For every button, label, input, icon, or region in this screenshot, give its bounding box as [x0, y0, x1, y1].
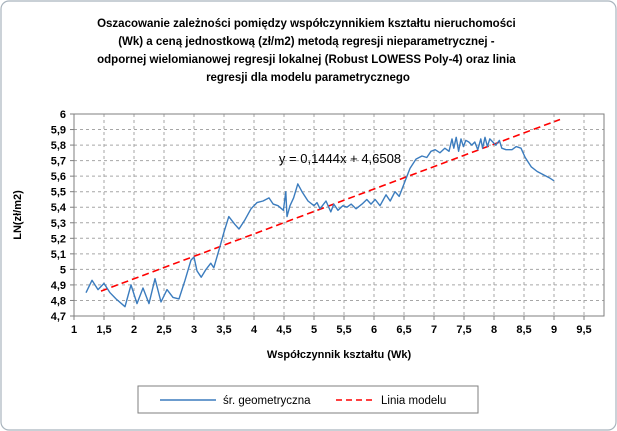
y-tick-label: 6	[60, 109, 66, 121]
x-tick-label: 8	[491, 324, 497, 336]
x-tick-label: 4,5	[276, 324, 291, 336]
legend: śr. geometryczna Linia modelu	[137, 385, 479, 414]
y-tick-labels: 4,7 4,8 4,9 5 5,1 5,2 5,3 5,4 5,5 5,6 5,7 5,8 5,9 6	[51, 109, 67, 323]
y-tick-label: 5,5	[51, 187, 66, 199]
chart-title-line: regresji dla modelu parametrycznego	[206, 72, 410, 84]
y-tick-label: 5,2	[51, 233, 66, 245]
chart-title-line: (Wk) a ceną jednostkową (zł/m2) metodą r…	[118, 36, 495, 48]
y-tick-label: 4,9	[51, 280, 66, 292]
x-axis-title: Współczynnik kształtu (Wk)	[267, 349, 412, 361]
axis-ticks	[70, 113, 585, 320]
x-tick-labels: 1 1,5 2 2,5 3 3,5 4 4,5 5 5,5 6 6,5 7 7,5 8 8,5 9 9,5	[71, 324, 592, 336]
y-axis-title: LN(zł/m2)	[12, 190, 24, 240]
x-tick-label: 3,5	[216, 324, 231, 336]
y-tick-label: 5,3	[51, 218, 66, 230]
x-tick-label: 7	[431, 324, 437, 336]
x-tick-label: 4	[251, 324, 258, 336]
equation-annotation: y = 0,1444x + 4,6508	[279, 151, 401, 166]
y-tick-label: 5,1	[51, 249, 66, 261]
x-tick-label: 3	[191, 324, 197, 336]
gridlines	[74, 114, 604, 316]
y-tick-label: 5,9	[51, 125, 66, 137]
x-tick-label: 9,5	[576, 324, 591, 336]
plot-area	[73, 113, 605, 317]
y-tick-label: 5,7	[51, 156, 66, 168]
y-tick-label: 4,8	[51, 295, 66, 307]
x-tick-label: 5,5	[336, 324, 351, 336]
legend-label-geometric-mean: śr. geometryczna	[223, 395, 311, 407]
y-tick-label: 5,4	[51, 202, 67, 214]
chart-title-line: odpornej wielomianowej regresji lokalnej…	[97, 54, 516, 66]
x-tick-label: 2,5	[156, 324, 171, 336]
y-tick-label: 5,6	[51, 171, 66, 183]
x-tick-label: 2	[131, 324, 137, 336]
model-trend-line	[100, 118, 561, 292]
x-tick-label: 8,5	[516, 324, 531, 336]
series-line-geometric-mean	[85, 136, 555, 308]
y-tick-label: 4,7	[51, 311, 66, 323]
x-tick-label: 1,5	[96, 324, 111, 336]
y-tick-label: 5,8	[51, 140, 66, 152]
x-tick-label: 5	[311, 324, 317, 336]
x-tick-label: 6,5	[396, 324, 411, 336]
x-tick-label: 7,5	[456, 324, 471, 336]
x-tick-label: 6	[371, 324, 377, 336]
x-tick-label: 9	[551, 324, 557, 336]
x-tick-label: 1	[71, 324, 77, 336]
legend-label-model: Linia modelu	[381, 395, 446, 407]
y-tick-label: 5	[60, 264, 66, 276]
chart-title: Oszacowanie zależności pomiędzy współczy…	[97, 18, 519, 84]
chart-title-line: Oszacowanie zależności pomiędzy współczy…	[97, 18, 516, 30]
